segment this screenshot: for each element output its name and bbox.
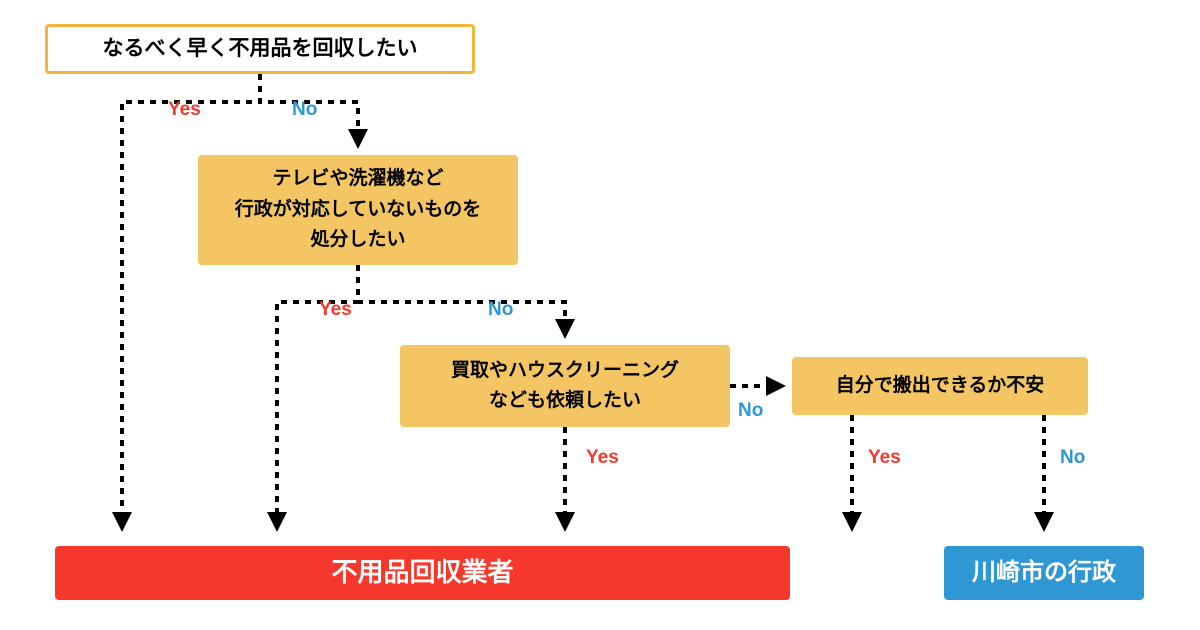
result-private-collector: 不用品回収業者 xyxy=(55,546,790,600)
decision-node-carryout: 自分で搬出できるか不安 xyxy=(792,357,1088,415)
label-yes: Yes xyxy=(168,99,201,121)
label-no: No xyxy=(738,400,763,422)
result-kawasaki-city: 川崎市の行政 xyxy=(944,546,1144,600)
label-no: No xyxy=(1060,447,1085,469)
decision-node-appliances: テレビや洗濯機など 行政が対応していないものを 処分したい xyxy=(198,155,518,265)
node-text: 不用品回収業者 xyxy=(331,552,513,594)
flow-connectors xyxy=(0,0,1200,630)
node-text: 川崎市の行政 xyxy=(972,554,1116,592)
node-text: なるべく早く不用品を回収したい xyxy=(103,32,418,66)
label-yes: Yes xyxy=(319,299,352,321)
decision-node-quick-collection: なるべく早く不用品を回収したい xyxy=(45,24,475,74)
node-text: 買取やハウスクリーニング なども依頼したい xyxy=(451,356,679,417)
label-no: No xyxy=(292,99,317,121)
decision-node-buyback-cleaning: 買取やハウスクリーニング なども依頼したい xyxy=(400,345,730,427)
label-yes: Yes xyxy=(868,447,901,469)
node-text: テレビや洗濯機など 行政が対応していないものを 処分したい xyxy=(235,164,481,255)
label-no: No xyxy=(488,299,513,321)
label-yes: Yes xyxy=(586,447,619,469)
node-text: 自分で搬出できるか不安 xyxy=(836,371,1045,401)
